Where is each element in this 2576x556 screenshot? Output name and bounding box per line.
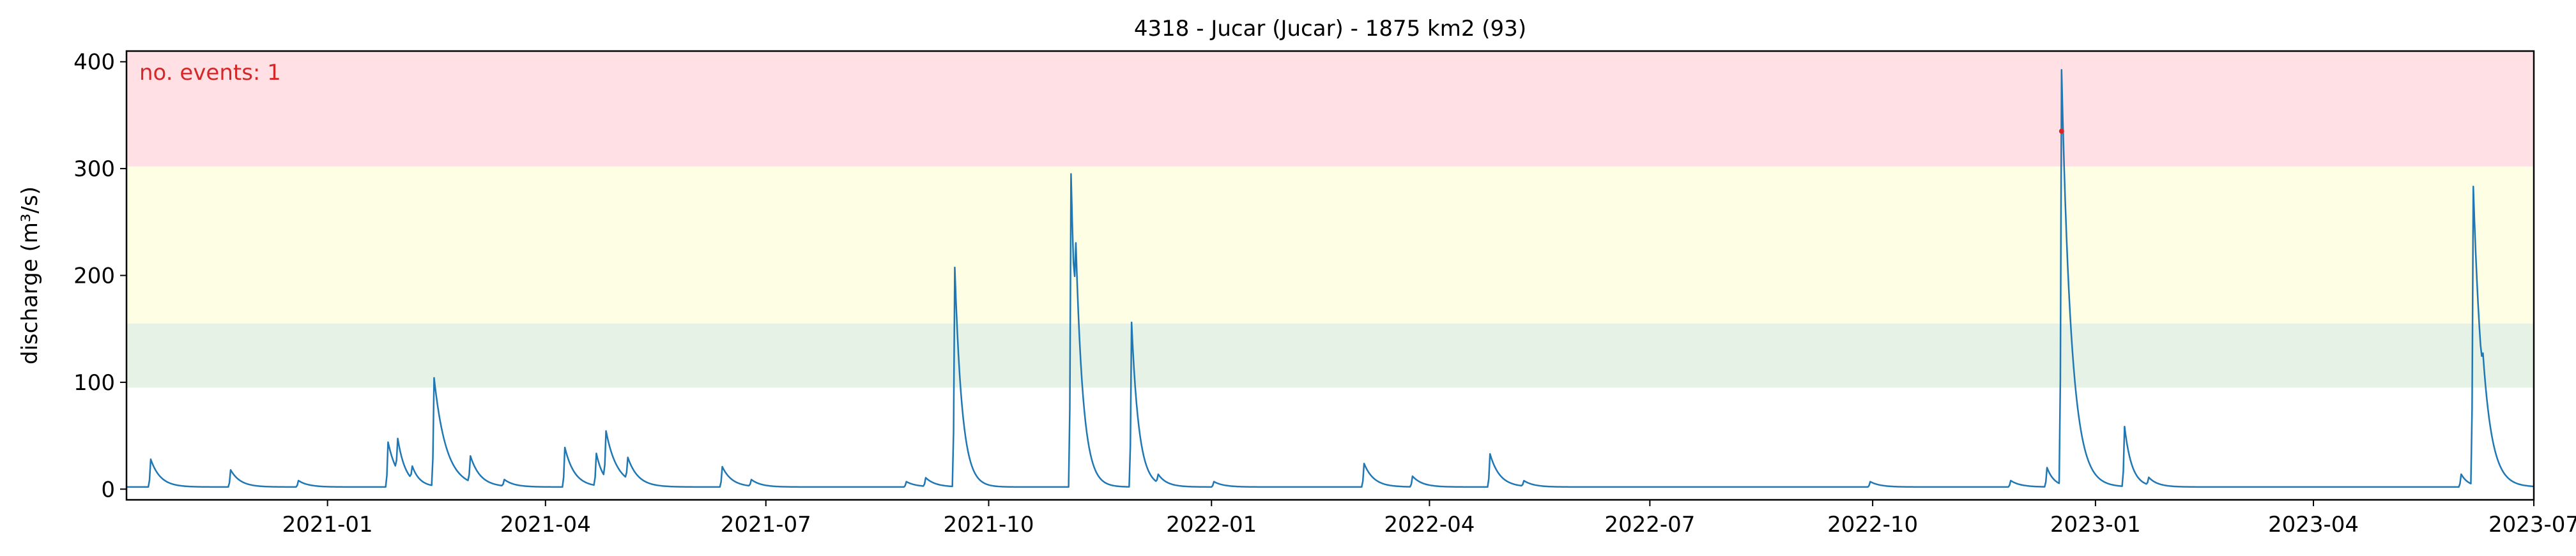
- x-tick-label-6: 2022-07: [1604, 512, 1695, 537]
- discharge-line: [126, 69, 2534, 488]
- x-axis: 2021-01 2021-04 2021-07 2021-10 2022-01 2022-…: [282, 500, 2576, 537]
- y-tick-label-1: 100: [73, 370, 115, 396]
- x-tick-label-4: 2022-01: [1166, 512, 1257, 537]
- x-tick-label-7: 2022-10: [1827, 512, 1918, 537]
- chart-title: 4318 - Jucar (Jucar) - 1875 km2 (93): [1134, 16, 1526, 41]
- y-tick-label-4: 400: [73, 50, 115, 75]
- threshold-band-0: [126, 323, 2534, 388]
- y-tick-label-0: 0: [101, 477, 115, 502]
- x-tick-label-8: 2023-01: [2050, 512, 2141, 537]
- x-tick-label-0: 2021-01: [282, 512, 373, 537]
- threshold-band-2: [126, 51, 2534, 167]
- event-marker-0: [2058, 128, 2064, 134]
- y-axis-title: discharge (m³/s): [17, 186, 43, 364]
- event-count-annotation: no. events: 1: [139, 60, 281, 86]
- hydrograph-series: [126, 69, 2534, 488]
- x-tick-label-9: 2023-04: [2268, 512, 2359, 537]
- x-tick-label-1: 2021-04: [500, 512, 591, 537]
- x-tick-label-3: 2021-10: [943, 512, 1034, 537]
- event-markers: [2058, 128, 2064, 134]
- x-tick-label-5: 2022-04: [1384, 512, 1475, 537]
- x-tick-label-2: 2021-07: [721, 512, 811, 537]
- y-axis: 0 100 200 300 400: [73, 50, 126, 502]
- y-tick-label-2: 200: [73, 264, 115, 289]
- threshold-band-1: [126, 166, 2534, 324]
- y-tick-label-3: 300: [73, 156, 115, 182]
- x-tick-label-10: 2023-07: [2488, 512, 2576, 537]
- threshold-bands: [126, 51, 2534, 388]
